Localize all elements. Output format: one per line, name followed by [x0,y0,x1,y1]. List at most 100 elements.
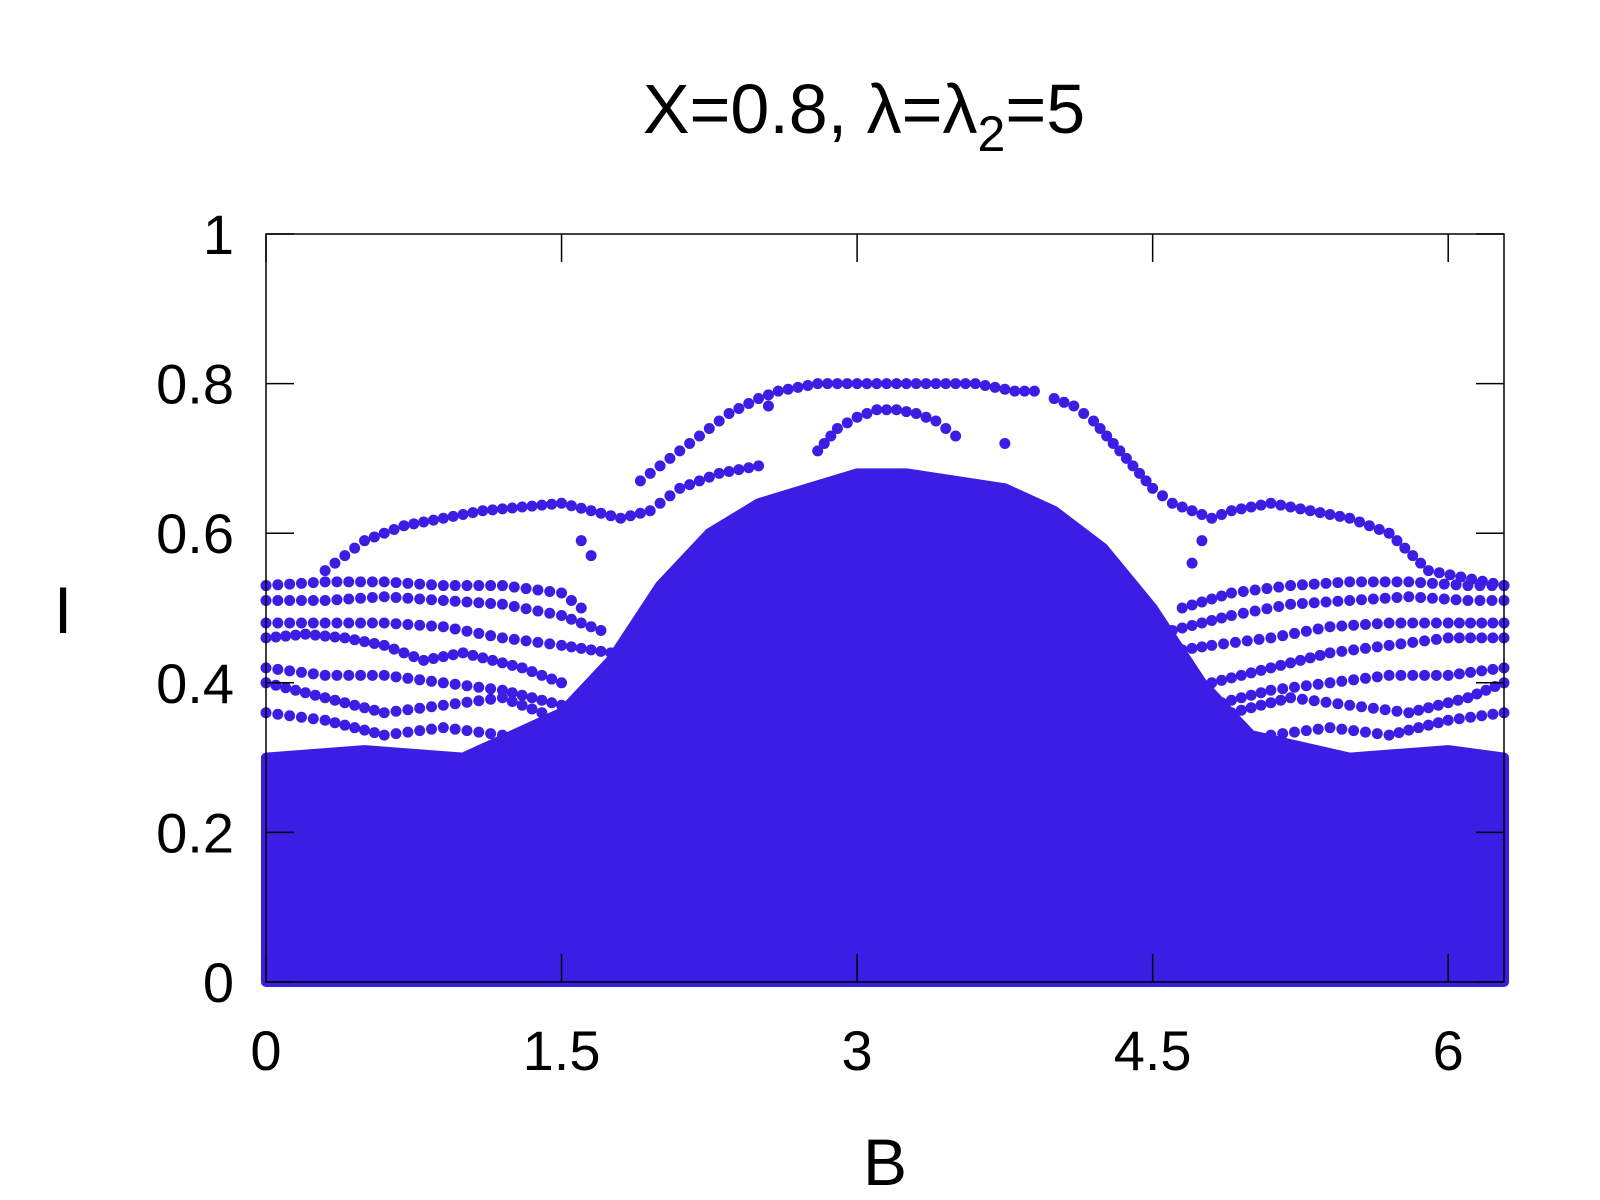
data-point [1225,505,1237,517]
data-point [390,577,402,589]
data-point [414,619,426,631]
data-point [1413,722,1425,734]
data-point [1166,645,1178,657]
data-point [1432,717,1444,729]
data-point [355,617,367,629]
data-point [1140,475,1152,487]
data-point [506,502,518,514]
data-point [1403,576,1415,588]
point-branch-1 [260,591,607,636]
data-point [871,378,883,390]
data-point [378,729,390,741]
data-point [1324,677,1336,689]
data-point [319,714,331,726]
data-point [349,699,361,711]
data-point [496,692,508,704]
data-point [1354,516,1366,528]
data-point [1216,674,1228,686]
data-point [1332,577,1344,589]
data-point [1261,603,1273,615]
x-tick-label: 6 [1433,1019,1464,1082]
data-point [1422,719,1434,731]
data-point [1419,635,1431,647]
data-point [1450,579,1462,591]
data-point [812,445,824,457]
data-point [881,404,893,416]
data-point [402,592,414,604]
data-point [309,629,321,641]
data-point [355,592,367,604]
data-point [366,592,378,604]
data-point [467,649,479,661]
data-point [368,638,380,650]
data-point [693,475,705,487]
data-point [1324,621,1336,633]
data-point [272,708,284,720]
point-branch-6 [260,707,508,741]
data-point [1452,694,1464,706]
data-point [1218,638,1230,650]
data-point [1273,601,1285,613]
data-point [1275,499,1287,511]
data-point [1196,617,1208,629]
data-point [447,510,459,522]
data-point [1324,509,1336,520]
data-point [1415,557,1427,569]
data-point [1275,659,1287,671]
point-branch-10 [812,404,962,457]
data-point [556,497,568,509]
data-point [307,713,319,725]
data-point [969,378,981,390]
point-branch-8 [634,378,1040,487]
data-point [390,705,402,717]
data-point [516,699,528,711]
data-point [585,550,597,562]
data-point [1206,593,1218,605]
data-point [743,462,755,474]
data-point [891,404,903,416]
data-point [910,408,922,420]
data-point [565,595,577,607]
data-point [1157,490,1169,502]
data-point [349,542,361,554]
data-point [1245,689,1257,701]
data-point [390,618,402,630]
x-axis-label: B [863,1125,907,1199]
data-point [359,702,371,714]
plot-frame [265,233,1505,983]
data-point [414,725,426,737]
data-point [368,704,380,716]
data-point [1058,396,1070,408]
data-point [426,579,438,591]
data-point [307,617,319,629]
data-point [1363,520,1375,532]
data-point [1127,460,1139,472]
data-point [585,644,597,656]
data-point [1383,617,1395,629]
data-point [378,527,390,539]
point-branch-14 [1206,632,1510,689]
data-point [378,617,390,629]
data-point [437,621,449,633]
data-point [1277,630,1289,642]
data-point [368,727,380,739]
data-point [272,595,284,607]
data-point [1344,512,1356,524]
data-point [437,722,449,734]
data-point [295,711,307,723]
data-point [408,518,420,530]
data-point [536,669,548,681]
data-point [473,597,485,609]
data-point [812,378,824,390]
data-point [366,617,378,629]
data-point [343,617,355,629]
data-point [1186,619,1198,631]
data-point [1253,633,1265,645]
data-point [378,576,390,588]
data-point [329,557,341,569]
data-point [1304,505,1316,517]
data-point [565,500,577,512]
data-point [516,689,528,701]
data-point [940,422,952,434]
